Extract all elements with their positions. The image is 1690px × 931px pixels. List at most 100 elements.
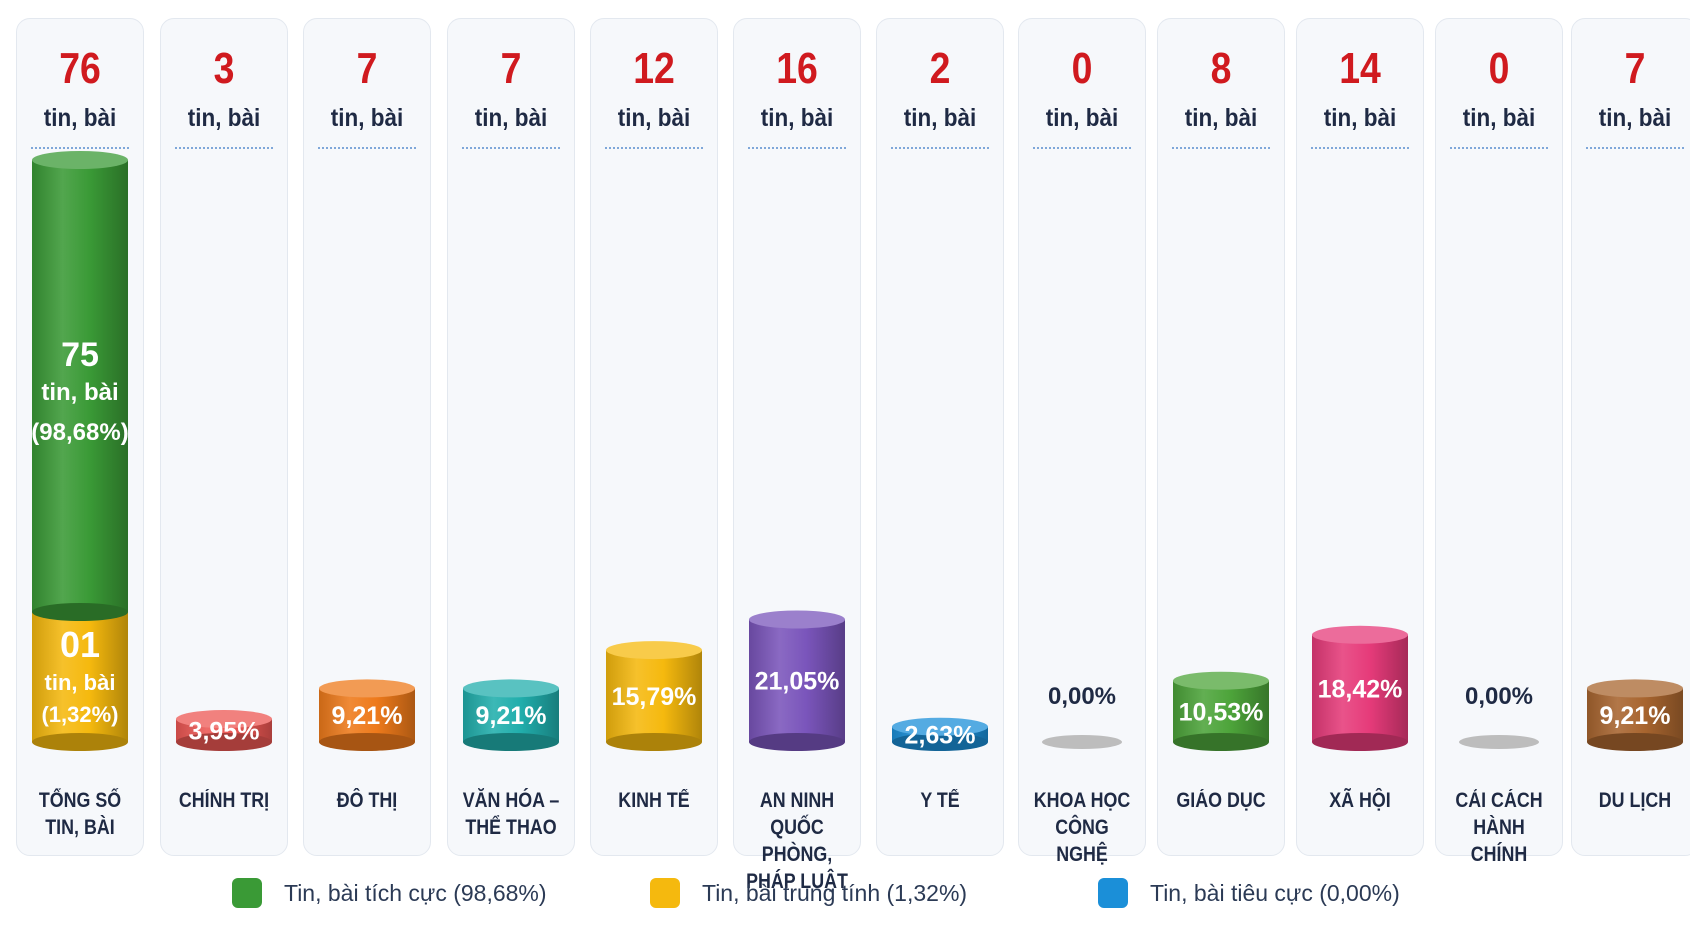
count-unit-label: tin, bài [760, 104, 834, 132]
bar [606, 641, 702, 751]
value-label: 15,79% [612, 683, 697, 711]
category-label-line: DU LỊCH [1598, 789, 1672, 812]
category-label-line: TỔNG SỐ [38, 789, 122, 812]
category-card: 0 tin, bài KHOA HỌC CÔNG NGHỆ [1018, 18, 1146, 866]
value-label: 10,53% [1179, 698, 1264, 726]
bar [1312, 625, 1408, 751]
category-label-line: PHÁP LUẬT [746, 870, 848, 893]
total-positive-bar-body [32, 160, 128, 612]
category-label-line: TIN, BÀI [45, 816, 115, 839]
bar-body [1312, 634, 1408, 742]
bar-cap [606, 641, 702, 660]
bar [176, 710, 272, 751]
count-label: 16 [776, 44, 818, 93]
value-label: 18,42% [1318, 675, 1403, 703]
category-card: 2 tin, bài Y TẾ [876, 18, 1004, 856]
positive-unit-label: tin, bài [41, 379, 118, 406]
count-label: 0 [1071, 44, 1093, 93]
total-neutral-bar [32, 612, 128, 751]
category-label-line: CÔNG NGHỆ [1055, 816, 1109, 866]
value-label: 9,21% [332, 702, 403, 730]
category-label: AN NINH QUỐC PHÒNG, PHÁP LUẬT [743, 787, 850, 895]
category-label: XÃ HỘI [1306, 787, 1413, 814]
total-neutral-bar-body [32, 612, 128, 742]
category-label: KINH TẾ [600, 787, 707, 814]
category-label: DU LỊCH [1581, 787, 1688, 814]
dotted-divider [1033, 147, 1131, 149]
category-label: ĐÔ THỊ [313, 787, 420, 814]
legend-swatch [1098, 878, 1128, 908]
dotted-divider [1586, 147, 1684, 149]
category-label: CHÍNH TRỊ [170, 787, 277, 814]
dotted-divider [1172, 147, 1270, 149]
bar [749, 610, 845, 751]
category-label-line: GIÁO DỤC [1176, 789, 1266, 812]
bar-body [749, 619, 845, 742]
positive-count-label: 75 [61, 336, 99, 374]
dotted-divider [318, 147, 416, 149]
bar-cap [1587, 679, 1683, 698]
category-label-line: QUỐC PHÒNG, [761, 816, 833, 866]
count-label: 7 [500, 44, 522, 93]
legend-swatch [232, 878, 262, 908]
count-unit-label: tin, bài [1598, 104, 1672, 132]
count-unit-label: tin, bài [617, 104, 691, 132]
bar-body [606, 650, 702, 742]
count-label: 14 [1339, 44, 1381, 93]
count-label: 12 [633, 44, 675, 93]
category-label-line: KINH TẾ [618, 789, 690, 812]
bar-base [606, 733, 702, 751]
bar-cap [176, 710, 272, 729]
neutral-count-label: 01 [60, 624, 100, 665]
category-label-line: ĐÔ THỊ [336, 789, 398, 812]
category-label-line: VĂN HÓA – [462, 789, 560, 812]
category-label-line: CHÍNH TRỊ [178, 789, 270, 812]
dotted-divider [1311, 147, 1409, 149]
legend-label: Tin, bài tích cực (98,68%) [284, 879, 547, 906]
category-label-line: CẢI CÁCH [1455, 789, 1543, 812]
count-label: 8 [1210, 44, 1232, 93]
bar-cap [319, 679, 415, 698]
bar-base [1312, 733, 1408, 751]
category-label-line: Y TẾ [920, 789, 960, 812]
legend-item: Tin, bài tích cực (98,68%) [232, 877, 547, 909]
category-label: GIÁO DỤC [1167, 787, 1274, 814]
dotted-divider [31, 147, 129, 149]
dotted-divider [891, 147, 989, 149]
bar-base [319, 733, 415, 751]
bar-base [1587, 733, 1683, 751]
count-label: 0 [1488, 44, 1510, 93]
category-label: Y TẾ [886, 787, 993, 814]
bar [892, 717, 988, 751]
dotted-divider [605, 147, 703, 149]
bar-cap [749, 610, 845, 629]
count-label: 2 [929, 44, 951, 93]
count-unit-label: tin, bài [1323, 104, 1397, 132]
category-label-line: AN NINH [759, 789, 835, 812]
bar [463, 679, 559, 751]
dotted-divider [748, 147, 846, 149]
count-label: 3 [213, 44, 235, 93]
count-label: 76 [59, 44, 101, 93]
count-unit-label: tin, bài [474, 104, 548, 132]
bar-base [176, 733, 272, 751]
count-unit-label: tin, bài [903, 104, 977, 132]
bar-cap [1173, 671, 1269, 690]
count-unit-label: tin, bài [43, 104, 117, 132]
category-label-line: KHOA HỌC [1033, 789, 1131, 812]
category-label-line: THỂ THAO [465, 816, 557, 839]
value-label: 2,63% [905, 721, 976, 749]
total-neutral-bar-base [32, 733, 128, 751]
dotted-divider [175, 147, 273, 149]
value-label: 0,00% [1048, 683, 1116, 710]
value-label: 21,05% [755, 668, 840, 696]
bar-base [892, 733, 988, 751]
bar-cap [463, 679, 559, 698]
value-label: 9,21% [1600, 702, 1671, 730]
value-label: 3,95% [189, 718, 260, 746]
bar-base [463, 733, 559, 751]
category-label-line: XÃ HỘI [1329, 789, 1391, 812]
category-label: VĂN HÓA – THỂ THAO [457, 787, 564, 841]
